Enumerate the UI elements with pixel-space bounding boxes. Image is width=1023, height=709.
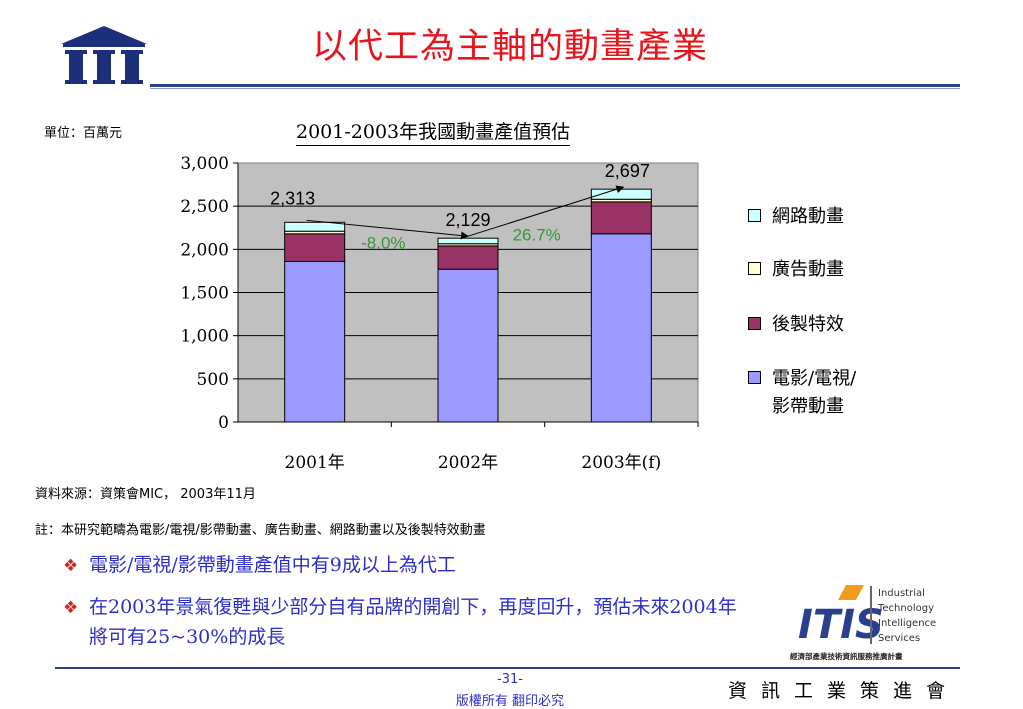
y-tick-label: 2,500 (180, 197, 229, 217)
slide-title: 以代工為主軸的動畫產業 (311, 27, 708, 67)
stacked-bar-chart: 0 500 1,000 1,500 2,000 2,500 3,000 2,313 2,129… (180, 154, 699, 473)
itis-caption: 經濟部產業技術資訊服務推廣計畫 (790, 651, 903, 661)
total-label: 2,129 (445, 210, 490, 230)
itis-logo: ITIS Industrial Technology Intelligence … (790, 585, 936, 661)
copyright-notice: 版權所有 翻印必究 (455, 694, 565, 709)
growth-label: 26.7% (513, 226, 561, 245)
bar-segment (590, 233, 652, 423)
total-labels: 2,313 2,129 2,697 (270, 161, 650, 230)
legend-swatch (748, 209, 761, 222)
legend-swatch (748, 371, 761, 384)
legend-label: 電影/電視/ (772, 368, 857, 389)
bar-segment (437, 245, 499, 270)
legend-label: 後製特效 (772, 314, 844, 335)
iii-logo (61, 26, 147, 84)
bar-segment (284, 260, 346, 423)
bullet-text: 電影/電視/影帶動畫產值中有9成以上為代工 (89, 554, 456, 576)
legend-label: 網路動畫 (772, 206, 844, 227)
bar-segment (590, 201, 652, 235)
scope-note: 註：本研究範疇為電影/電視/影帶動畫、廣告動畫、網路動畫以及後製特效動畫 (35, 523, 486, 538)
itis-line: Services (878, 633, 920, 644)
growth-label: -8.0% (361, 233, 405, 252)
footer-divider (55, 667, 960, 669)
bullet-text-continued: 將可有25~30%的成長 (89, 626, 286, 648)
bars (284, 188, 652, 423)
chart-title: 2001-2003年我國動畫產值預估 (296, 117, 571, 146)
header-divider (150, 84, 960, 87)
growth-arrows: -8.0% 26.7% (306, 185, 625, 252)
bullet-icon: ❖ (63, 598, 79, 618)
total-label: 2,313 (270, 188, 315, 208)
bar-segment (437, 268, 499, 423)
itis-line: Industrial (878, 588, 925, 599)
y-tick-label: 2,000 (180, 240, 229, 260)
x-tick-label: 2003年(f) (581, 453, 661, 473)
legend-swatch (748, 262, 761, 275)
bar-segment (284, 221, 346, 232)
y-axis-ticks: 0 500 1,000 1,500 2,000 2,500 3,000 (180, 154, 238, 433)
x-axis-ticks: 2001年 2002年 2003年(f) (285, 422, 699, 473)
header-divider-thin (150, 88, 960, 89)
page-number: -31- (497, 672, 523, 687)
bar-segment (284, 233, 346, 262)
legend-swatch (748, 317, 761, 330)
total-label: 2,697 (605, 161, 650, 181)
y-tick-label: 1,000 (180, 327, 229, 347)
source-note: 資料來源：資策會MIC， 2003年11月 (35, 487, 256, 502)
growth-arrow (467, 185, 625, 237)
growth-arrow (306, 219, 469, 240)
itis-line: Intelligence (878, 618, 936, 629)
y-tick-label: 0 (218, 413, 229, 433)
organization-name: 資訊工業策進會 (728, 680, 960, 702)
legend-label: 廣告動畫 (772, 259, 844, 280)
y-tick-label: 1,500 (180, 284, 229, 304)
x-tick-label: 2001年 (285, 453, 345, 473)
itis-line: Technology (877, 603, 934, 614)
chart-unit-label: 單位：百萬元 (44, 126, 123, 141)
y-tick-label: 500 (197, 370, 229, 390)
x-tick-label: 2002年 (438, 453, 498, 473)
y-tick-label: 3,000 (180, 154, 229, 174)
itis-mark: ITIS (798, 602, 884, 648)
bullet-icon: ❖ (63, 556, 79, 576)
legend-label-continued: 影帶動畫 (772, 396, 844, 417)
bar-segment (437, 237, 499, 245)
bullet-text: 在2003年景氣復甦與少部分自有品牌的開創下，再度回升，預估未來2004年 (89, 596, 737, 618)
